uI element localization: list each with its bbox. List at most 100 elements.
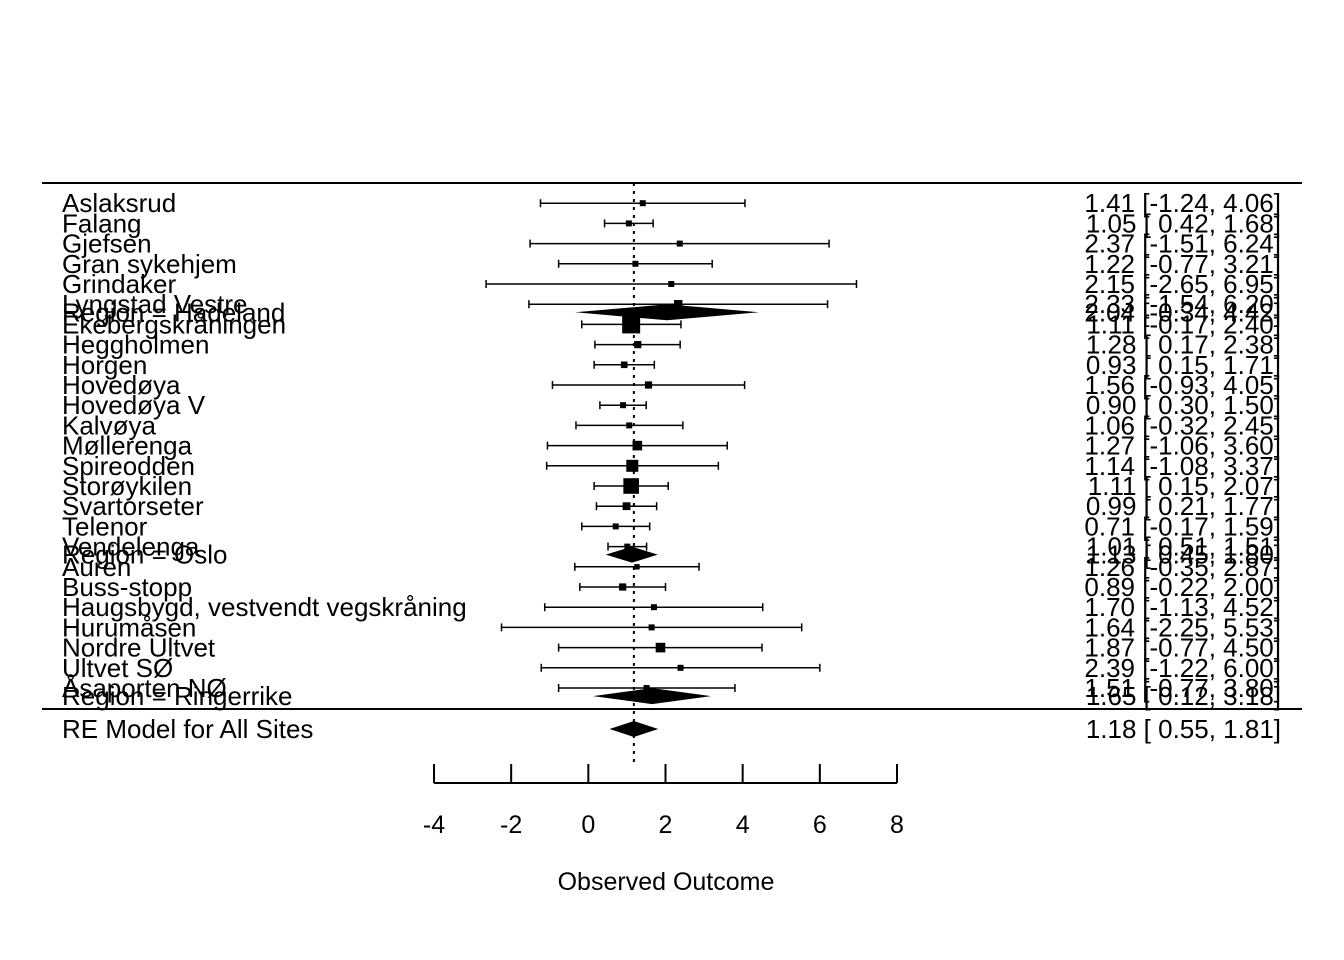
study-ci-text: 1.27 [-1.06, 3.60] <box>1084 431 1281 461</box>
point-estimate <box>639 200 646 207</box>
study-label: Auren <box>62 552 131 582</box>
study-label: Storøykilen <box>62 471 192 501</box>
study-row: Hurumåsen 1.64 [-2.25, 5.53] <box>62 612 1281 642</box>
study-label: Heggholmen <box>62 330 209 360</box>
subgroup-label: Region = Oslo <box>62 540 227 570</box>
study-rows: Aslaksrud 1.41 [-1.24, 4.06] Falang 1.05 [ … <box>62 188 1281 703</box>
study-row: Gran sykehjem 1.22 [-0.77, 3.21] <box>62 249 1281 279</box>
subgroup-diamond <box>592 688 712 705</box>
x-tick-label: 6 <box>813 811 827 839</box>
study-ci-text: 1.51 [-0.77, 3.80] <box>1084 673 1281 703</box>
study-row: Heggholmen 1.28 [ 0.17, 2.38] <box>62 330 1281 360</box>
point-estimate <box>622 315 641 334</box>
study-ci-text: 1.11 [-0.17, 2.40] <box>1086 309 1281 339</box>
subgroup-ci-text: 1.13 [ 0.45, 1.80] <box>1086 540 1281 570</box>
study-label: Haugsbygd, vestvendt vegskråning <box>62 592 467 622</box>
study-label: Gran sykehjem <box>62 249 237 279</box>
subgroup-row: Region = Oslo 1.13 [ 0.45, 1.80] <box>62 540 1281 570</box>
study-ci-text: 0.90 [ 0.30, 1.50] <box>1086 390 1281 420</box>
point-estimate <box>612 523 619 530</box>
study-label: Aslaksrud <box>62 188 176 218</box>
x-tick-label: -2 <box>500 811 522 839</box>
study-row: Horgen 0.93 [ 0.15, 1.71] <box>62 350 1281 380</box>
point-estimate <box>634 564 640 570</box>
study-ci-text: 1.11 [ 0.15, 2.07] <box>1088 471 1281 501</box>
point-estimate <box>644 381 653 389</box>
study-row: Lyngstad Vestre 2.33 [-1.54, 6.20] <box>62 289 1281 319</box>
x-tick-label: 0 <box>581 811 595 839</box>
study-ci-text: 1.14 [-1.08, 3.37] <box>1084 451 1281 481</box>
study-row: Haugsbygd, vestvendt vegskråning 1.70 [-1… <box>62 592 1281 622</box>
x-tick-label: 4 <box>736 811 750 839</box>
study-ci-text: 1.05 [ 0.42, 1.68] <box>1086 208 1281 238</box>
study-row: Hovedøya 1.56 [-0.93, 4.05] <box>62 370 1281 400</box>
study-label: Spireodden <box>62 451 195 481</box>
subgroup-row: Region = Ringerrike 1.65 [ 0.12, 3.18] <box>62 681 1281 711</box>
subgroup-label: Region = Hadeland <box>62 297 285 327</box>
study-label: Møllerenga <box>62 431 193 461</box>
study-row: Falang 1.05 [ 0.42, 1.68] <box>62 208 1281 238</box>
study-label: Grindaker <box>62 269 176 299</box>
study-row: Auren 1.26 [-0.35, 2.87] <box>62 552 1281 582</box>
study-label: Falang <box>62 208 142 238</box>
x-tick-label: 2 <box>659 811 673 839</box>
subgroup-diamond <box>575 304 759 321</box>
point-estimate <box>620 361 628 369</box>
overall-diamond <box>609 721 659 737</box>
overall-ci-text: 1.18 [ 0.55, 1.81] <box>1086 714 1281 744</box>
point-estimate <box>677 664 684 671</box>
subgroup-ci-text: 1.65 [ 0.12, 3.18] <box>1086 681 1281 711</box>
study-ci-text: 2.37 [-1.51, 6.24] <box>1084 229 1281 259</box>
study-row: Grindaker 2.15 [-2.65, 6.95] <box>62 269 1281 299</box>
study-label: Åsaporten NØ <box>62 673 227 703</box>
study-label: Buss-stopp <box>62 572 192 602</box>
study-row: Spireodden 1.14 [-1.08, 3.37] <box>62 451 1281 481</box>
study-label: Ultvet SØ <box>62 653 173 683</box>
study-label: Lyngstad Vestre <box>62 289 248 319</box>
x-axis-label: Observed Outcome <box>558 868 775 896</box>
study-label: Svartorseter <box>62 491 204 521</box>
point-estimate <box>632 440 643 451</box>
study-label: Vendelenga <box>62 532 200 562</box>
study-row: Aslaksrud 1.41 [-1.24, 4.06] <box>62 188 1281 218</box>
study-ci-text: 1.01 [ 0.51, 1.51] <box>1086 532 1281 562</box>
study-ci-text: 0.93 [ 0.15, 1.71] <box>1086 350 1281 380</box>
point-estimate <box>619 583 627 591</box>
study-ci-text: 1.87 [-0.77, 4.50] <box>1084 633 1281 663</box>
study-label: Horgen <box>62 350 147 380</box>
x-tick-label: 8 <box>890 811 904 839</box>
study-ci-text: 2.33 [-1.54, 6.20] <box>1084 289 1281 319</box>
study-row: Storøykilen 1.11 [ 0.15, 2.07] <box>62 471 1281 501</box>
study-row: Nordre Ultvet 1.87 [-0.77, 4.50] <box>62 633 1281 663</box>
study-row: Ultvet SØ 2.39 [-1.22, 6.00] <box>62 653 1281 683</box>
study-ci-text: 0.89 [-0.22, 2.00] <box>1084 572 1281 602</box>
point-estimate <box>626 422 633 429</box>
study-ci-text: 1.70 [-1.13, 4.52] <box>1084 592 1281 622</box>
study-row: Vendelenga 1.01 [ 0.51, 1.51] <box>62 532 1281 562</box>
study-ci-text: 1.26 [-0.35, 2.87] <box>1084 552 1281 582</box>
study-row: Telenor 0.71 [-0.17, 1.59] <box>62 511 1281 541</box>
subgroup-row: Region = Hadeland 2.04 [-0.34, 4.42] <box>62 297 1281 327</box>
study-ci-text: 2.15 [-2.65, 6.95] <box>1084 269 1281 299</box>
study-ci-text: 1.22 [-0.77, 3.21] <box>1084 249 1281 279</box>
point-estimate <box>624 543 631 550</box>
study-row: Gjefsen 2.37 [-1.51, 6.24] <box>62 229 1281 259</box>
point-estimate <box>655 642 666 653</box>
study-ci-text: 1.64 [-2.25, 5.53] <box>1084 612 1281 642</box>
point-estimate <box>634 341 642 349</box>
study-row: Kalvøya 1.06 [-0.32, 2.45] <box>62 410 1281 440</box>
subgroup-label: Region = Ringerrike <box>62 681 293 711</box>
point-estimate <box>650 604 657 611</box>
study-label: Hurumåsen <box>62 612 196 642</box>
study-row: Møllerenga 1.27 [-1.06, 3.60] <box>62 431 1281 461</box>
point-estimate <box>620 402 627 409</box>
study-row: Svartorseter 0.99 [ 0.21, 1.77] <box>62 491 1281 521</box>
point-estimate <box>626 459 639 472</box>
x-tick-label: -4 <box>423 811 445 839</box>
study-ci-text: 2.39 [-1.22, 6.00] <box>1084 653 1281 683</box>
point-estimate <box>623 478 639 494</box>
study-ci-text: 1.56 [-0.93, 4.05] <box>1084 370 1281 400</box>
study-ci-text: 1.41 [-1.24, 4.06] <box>1084 188 1281 218</box>
study-row: Ekebergskråningen 1.11 [-0.17, 2.40] <box>62 309 1281 339</box>
